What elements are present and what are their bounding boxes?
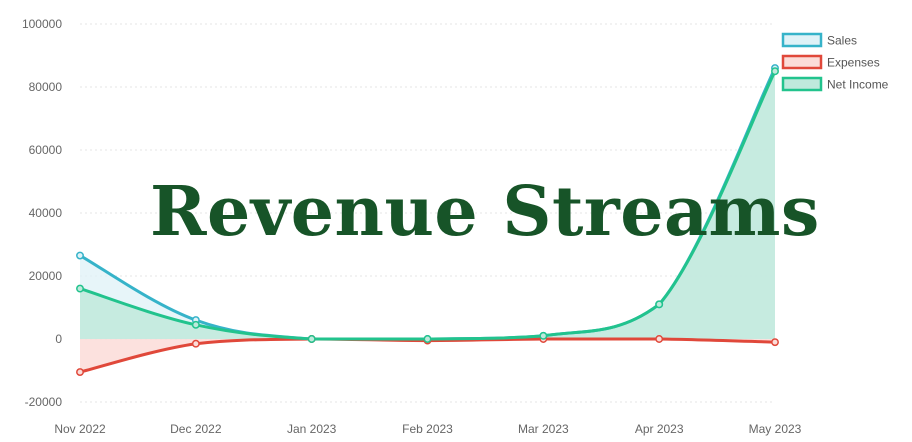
x-tick-label: Dec 2022 — [170, 422, 222, 436]
legend-label-net-income: Net Income — [827, 78, 889, 92]
series-fills — [80, 68, 775, 373]
y-tick-label: -20000 — [25, 395, 63, 409]
y-tick-label: 0 — [55, 332, 62, 346]
y-tick-label: 80000 — [29, 80, 63, 94]
x-tick-label: Mar 2023 — [518, 422, 569, 436]
x-axis-ticks: Nov 2022 Dec 2022 Jan 2023 Feb 2023 Mar 2023… — [54, 422, 801, 436]
x-tick-label: Nov 2022 — [54, 422, 106, 436]
data-point-expenses — [655, 335, 664, 343]
legend-label-expenses: Expenses — [827, 56, 880, 70]
x-tick-label: Feb 2023 — [402, 422, 453, 436]
y-tick-label: 60000 — [29, 143, 63, 157]
data-point-net-income — [307, 335, 316, 343]
data-point-net-income — [191, 320, 200, 329]
data-point-net-income — [539, 331, 548, 340]
legend-swatch-net-income — [781, 76, 823, 92]
legend-swatch-expenses — [781, 54, 823, 70]
data-point-sales — [76, 251, 84, 260]
x-tick-label: May 2023 — [749, 422, 802, 436]
data-point-net-income — [655, 300, 664, 309]
data-point-expenses — [76, 368, 84, 377]
y-axis-ticks: -20000 0 20000 40000 60000 80000 100000 — [22, 17, 62, 409]
y-tick-label: 100000 — [22, 17, 62, 31]
x-tick-label: Apr 2023 — [635, 422, 684, 436]
legend: Sales Expenses Net Income — [781, 32, 889, 92]
data-point-net-income — [76, 284, 84, 293]
data-point-net-income — [771, 67, 779, 76]
series-fill-expenses — [80, 339, 775, 373]
y-tick-label: 40000 — [29, 206, 63, 220]
x-tick-label: Jan 2023 — [287, 422, 337, 436]
series-fill-net-income — [80, 71, 775, 339]
data-point-expenses — [771, 338, 779, 347]
y-tick-label: 20000 — [29, 269, 63, 283]
data-point-expenses — [191, 339, 200, 348]
data-point-net-income — [423, 335, 432, 343]
legend-label-sales: Sales — [827, 34, 857, 48]
series-points — [76, 64, 779, 377]
legend-swatch-sales — [781, 32, 823, 48]
